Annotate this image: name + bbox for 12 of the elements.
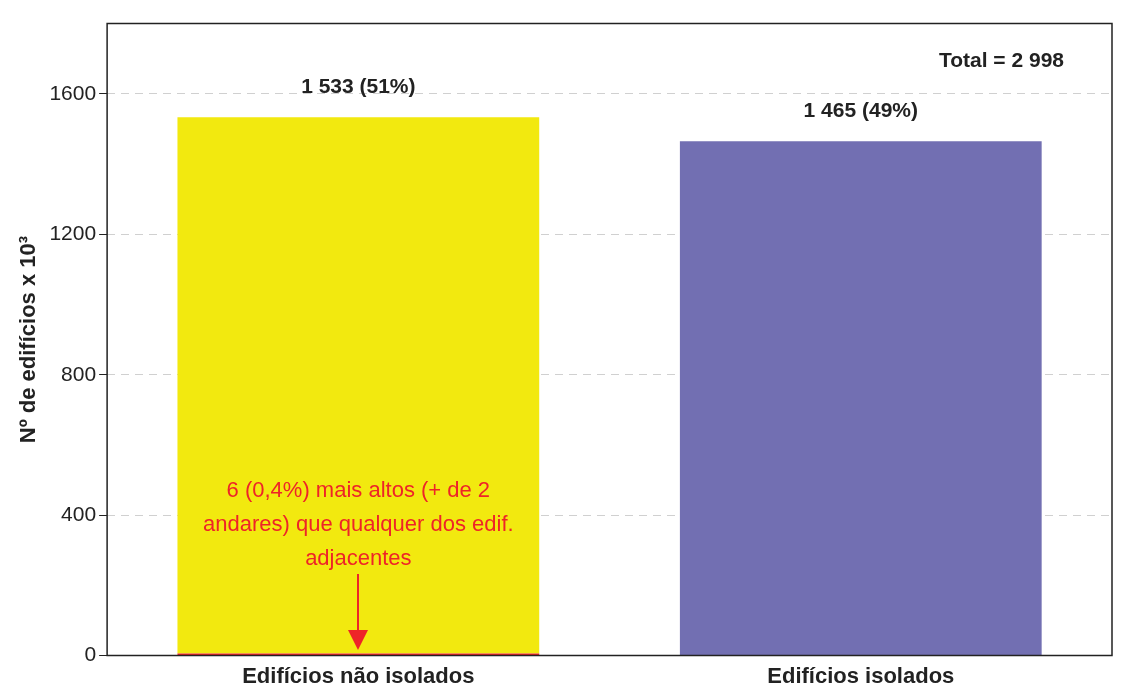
x-tick-label: Edifícios não isolados [242, 662, 475, 688]
annotation: 6 (0,4%) mais altos (+ de 2 andares) que qualquer dos edif. adjacentes [203, 476, 514, 570]
annotation: Total = 2 998 [938, 48, 1065, 72]
y-tick-label: 1200 [49, 221, 97, 245]
x-tick-label: Edifícios isolados [767, 662, 955, 688]
y-tick-label: 1600 [49, 80, 97, 104]
total-label: 1 465 (49%) [803, 97, 918, 121]
y-tick-label: 0 [84, 642, 97, 666]
y-tick-label: 400 [61, 501, 97, 525]
total-label: 1 533 (51%) [301, 73, 416, 97]
y-tick-label: 800 [61, 361, 97, 385]
y-axis-title: Nº de edifícios x 10³ [15, 235, 41, 444]
